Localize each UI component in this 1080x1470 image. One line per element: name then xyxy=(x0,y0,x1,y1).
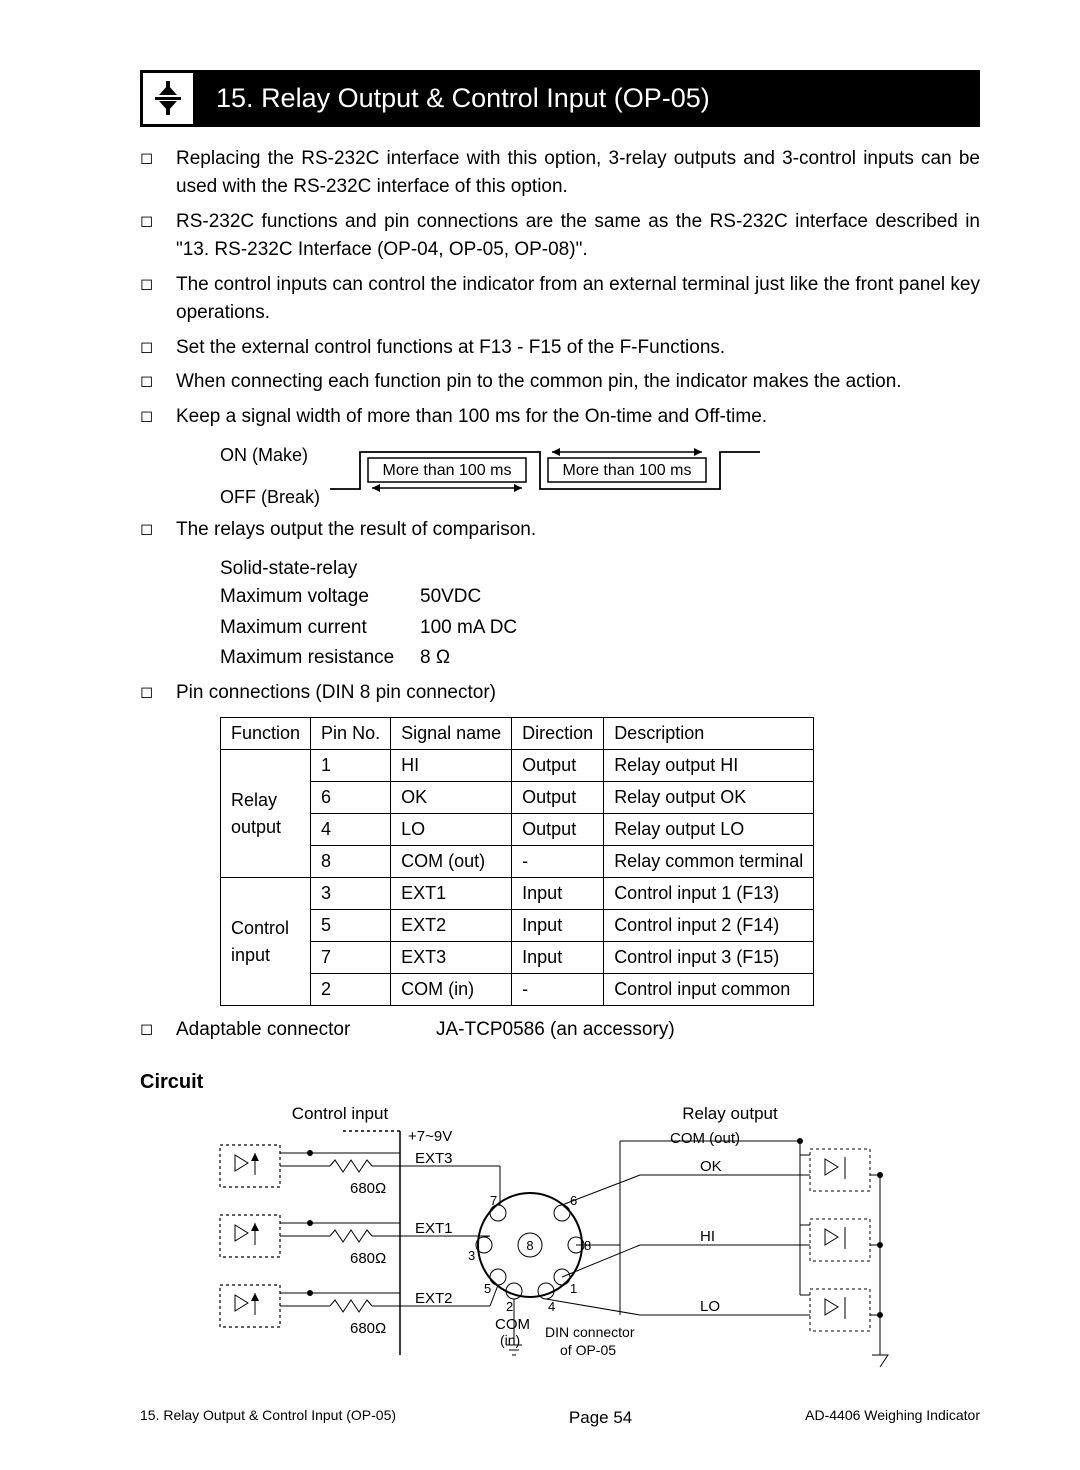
bullet: Replacing the RS-232C interface with thi… xyxy=(176,145,980,202)
timing-diagram: ON (Make) OFF (Break) More than 100 ms M… xyxy=(220,442,980,506)
relay-bullet: The relays output the result of comparis… xyxy=(176,516,980,545)
svg-text:3: 3 xyxy=(468,1248,475,1263)
svg-text:OK: OK xyxy=(700,1158,722,1175)
svg-text:Control input: Control input xyxy=(292,1105,389,1123)
footer-center: Page 54 xyxy=(569,1405,632,1431)
th-desc: Description xyxy=(604,718,814,750)
bullet: The control inputs can control the indic… xyxy=(176,271,980,328)
func-relay: Relayoutput xyxy=(221,750,311,878)
svg-text:(in): (in) xyxy=(500,1332,520,1348)
adaptable-value: JA-TCP0586 (an accessory) xyxy=(436,1016,675,1045)
svg-text:8: 8 xyxy=(526,1238,533,1253)
adaptable-label: Adaptable connector xyxy=(176,1016,436,1045)
timing-off-label: OFF (Break) xyxy=(220,484,320,511)
section-number: 15. xyxy=(216,83,254,113)
svg-text:680Ω: 680Ω xyxy=(350,1320,386,1337)
svg-text:COM: COM xyxy=(495,1316,530,1333)
bullet: When connecting each function pin to the… xyxy=(176,368,980,397)
svg-text:EXT3: EXT3 xyxy=(415,1150,453,1167)
bullet-list: ◻Replacing the RS-232C interface with th… xyxy=(140,145,980,432)
bullet: Keep a signal width of more than 100 ms … xyxy=(176,403,980,432)
svg-text:1: 1 xyxy=(570,1281,577,1296)
svg-text:5: 5 xyxy=(484,1281,491,1296)
func-control: Controlinput xyxy=(221,878,311,1006)
opto-block xyxy=(220,1145,280,1187)
svg-text:7: 7 xyxy=(490,1193,497,1208)
svg-text:680Ω: 680Ω xyxy=(350,1180,386,1197)
th-signal: Signal name xyxy=(391,718,512,750)
svg-text:2: 2 xyxy=(506,1299,513,1314)
relay-type: Solid-state-relay xyxy=(220,555,980,584)
svg-text:LO: LO xyxy=(700,1298,720,1315)
section-icon xyxy=(140,70,196,127)
th-function: Function xyxy=(221,718,311,750)
footer-right: AD-4406 Weighing Indicator xyxy=(805,1405,980,1431)
section-title: 15. Relay Output & Control Input (OP-05) xyxy=(196,70,980,127)
footer-left: 15. Relay Output & Control Input (OP-05) xyxy=(140,1405,396,1431)
timing-width-2: More than 100 ms xyxy=(563,462,692,479)
timing-waveform: More than 100 ms More than 100 ms xyxy=(330,444,770,504)
bullet: RS-232C functions and pin connections ar… xyxy=(176,208,980,265)
svg-text:HI: HI xyxy=(700,1228,715,1245)
opto-block xyxy=(220,1215,280,1257)
svg-text:+7~9V: +7~9V xyxy=(408,1128,452,1145)
relay-specs: Solid-state-relay Maximum voltage50VDC M… xyxy=(220,555,980,673)
pin-bullet: Pin connections (DIN 8 pin connector) xyxy=(176,679,980,708)
svg-text:EXT1: EXT1 xyxy=(415,1220,453,1237)
svg-text:Relay output: Relay output xyxy=(682,1105,778,1123)
timing-width-1: More than 100 ms xyxy=(383,462,512,479)
svg-text:680Ω: 680Ω xyxy=(350,1250,386,1267)
section-header: 15. Relay Output & Control Input (OP-05) xyxy=(140,70,980,127)
svg-text:COM (out): COM (out) xyxy=(670,1130,740,1147)
svg-text:DIN connector: DIN connector xyxy=(545,1324,635,1340)
pin-table: Function Pin No. Signal name Direction D… xyxy=(220,717,814,1006)
th-pin: Pin No. xyxy=(311,718,391,750)
page-footer: 15. Relay Output & Control Input (OP-05)… xyxy=(140,1405,980,1431)
bullet: Set the external control functions at F1… xyxy=(176,334,980,363)
circuit-diagram: Control input Relay output +7~9V xyxy=(200,1105,980,1385)
svg-text:EXT2: EXT2 xyxy=(415,1290,453,1307)
th-dir: Direction xyxy=(512,718,604,750)
circuit-heading: Circuit xyxy=(140,1067,980,1097)
svg-text:of OP-05: of OP-05 xyxy=(560,1342,616,1358)
timing-on-label: ON (Make) xyxy=(220,442,308,469)
svg-text:4: 4 xyxy=(548,1299,555,1314)
section-title-text: Relay Output & Control Input (OP-05) xyxy=(261,83,710,113)
opto-block xyxy=(220,1285,280,1327)
